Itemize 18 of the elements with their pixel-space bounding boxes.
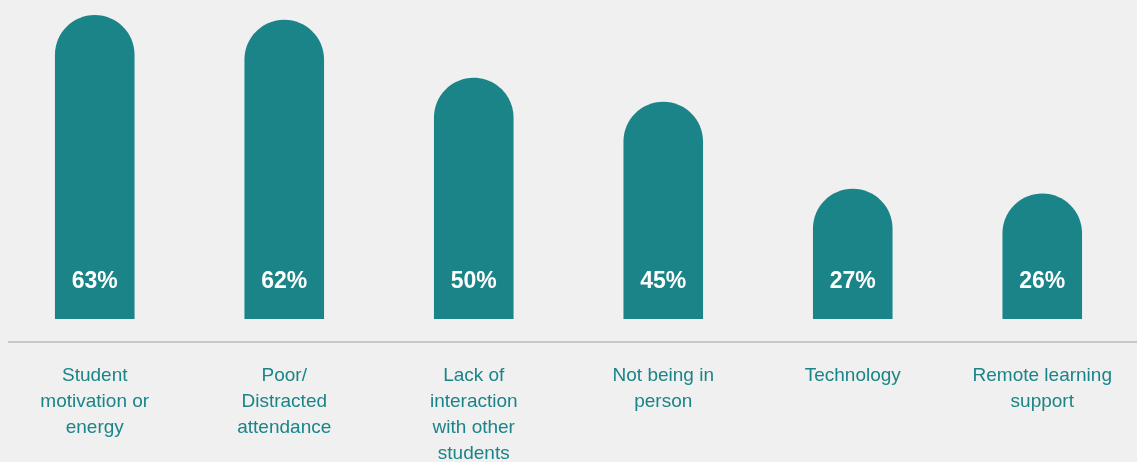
x-tick-label: Lack of interaction with other students [429,364,518,462]
bar [1002,193,1083,319]
data-label: 50% [450,267,497,293]
bar [812,188,893,319]
data-label: 63% [71,267,118,293]
x-tick-label: Remote learning support [972,364,1112,411]
bar [244,19,325,319]
data-label: 62% [261,267,308,293]
x-tick-label: Student motivation or energy [40,364,150,437]
x-tick-label: Technology [804,364,902,385]
bar [623,101,704,319]
bar [433,77,514,319]
x-tick-label: Not being in person [612,364,714,411]
data-label: 45% [640,267,687,293]
x-tick-label: Poor/ Distracted attendance [237,364,332,437]
data-label: 26% [1019,267,1066,293]
bar [54,15,135,319]
data-label: 27% [829,267,876,293]
